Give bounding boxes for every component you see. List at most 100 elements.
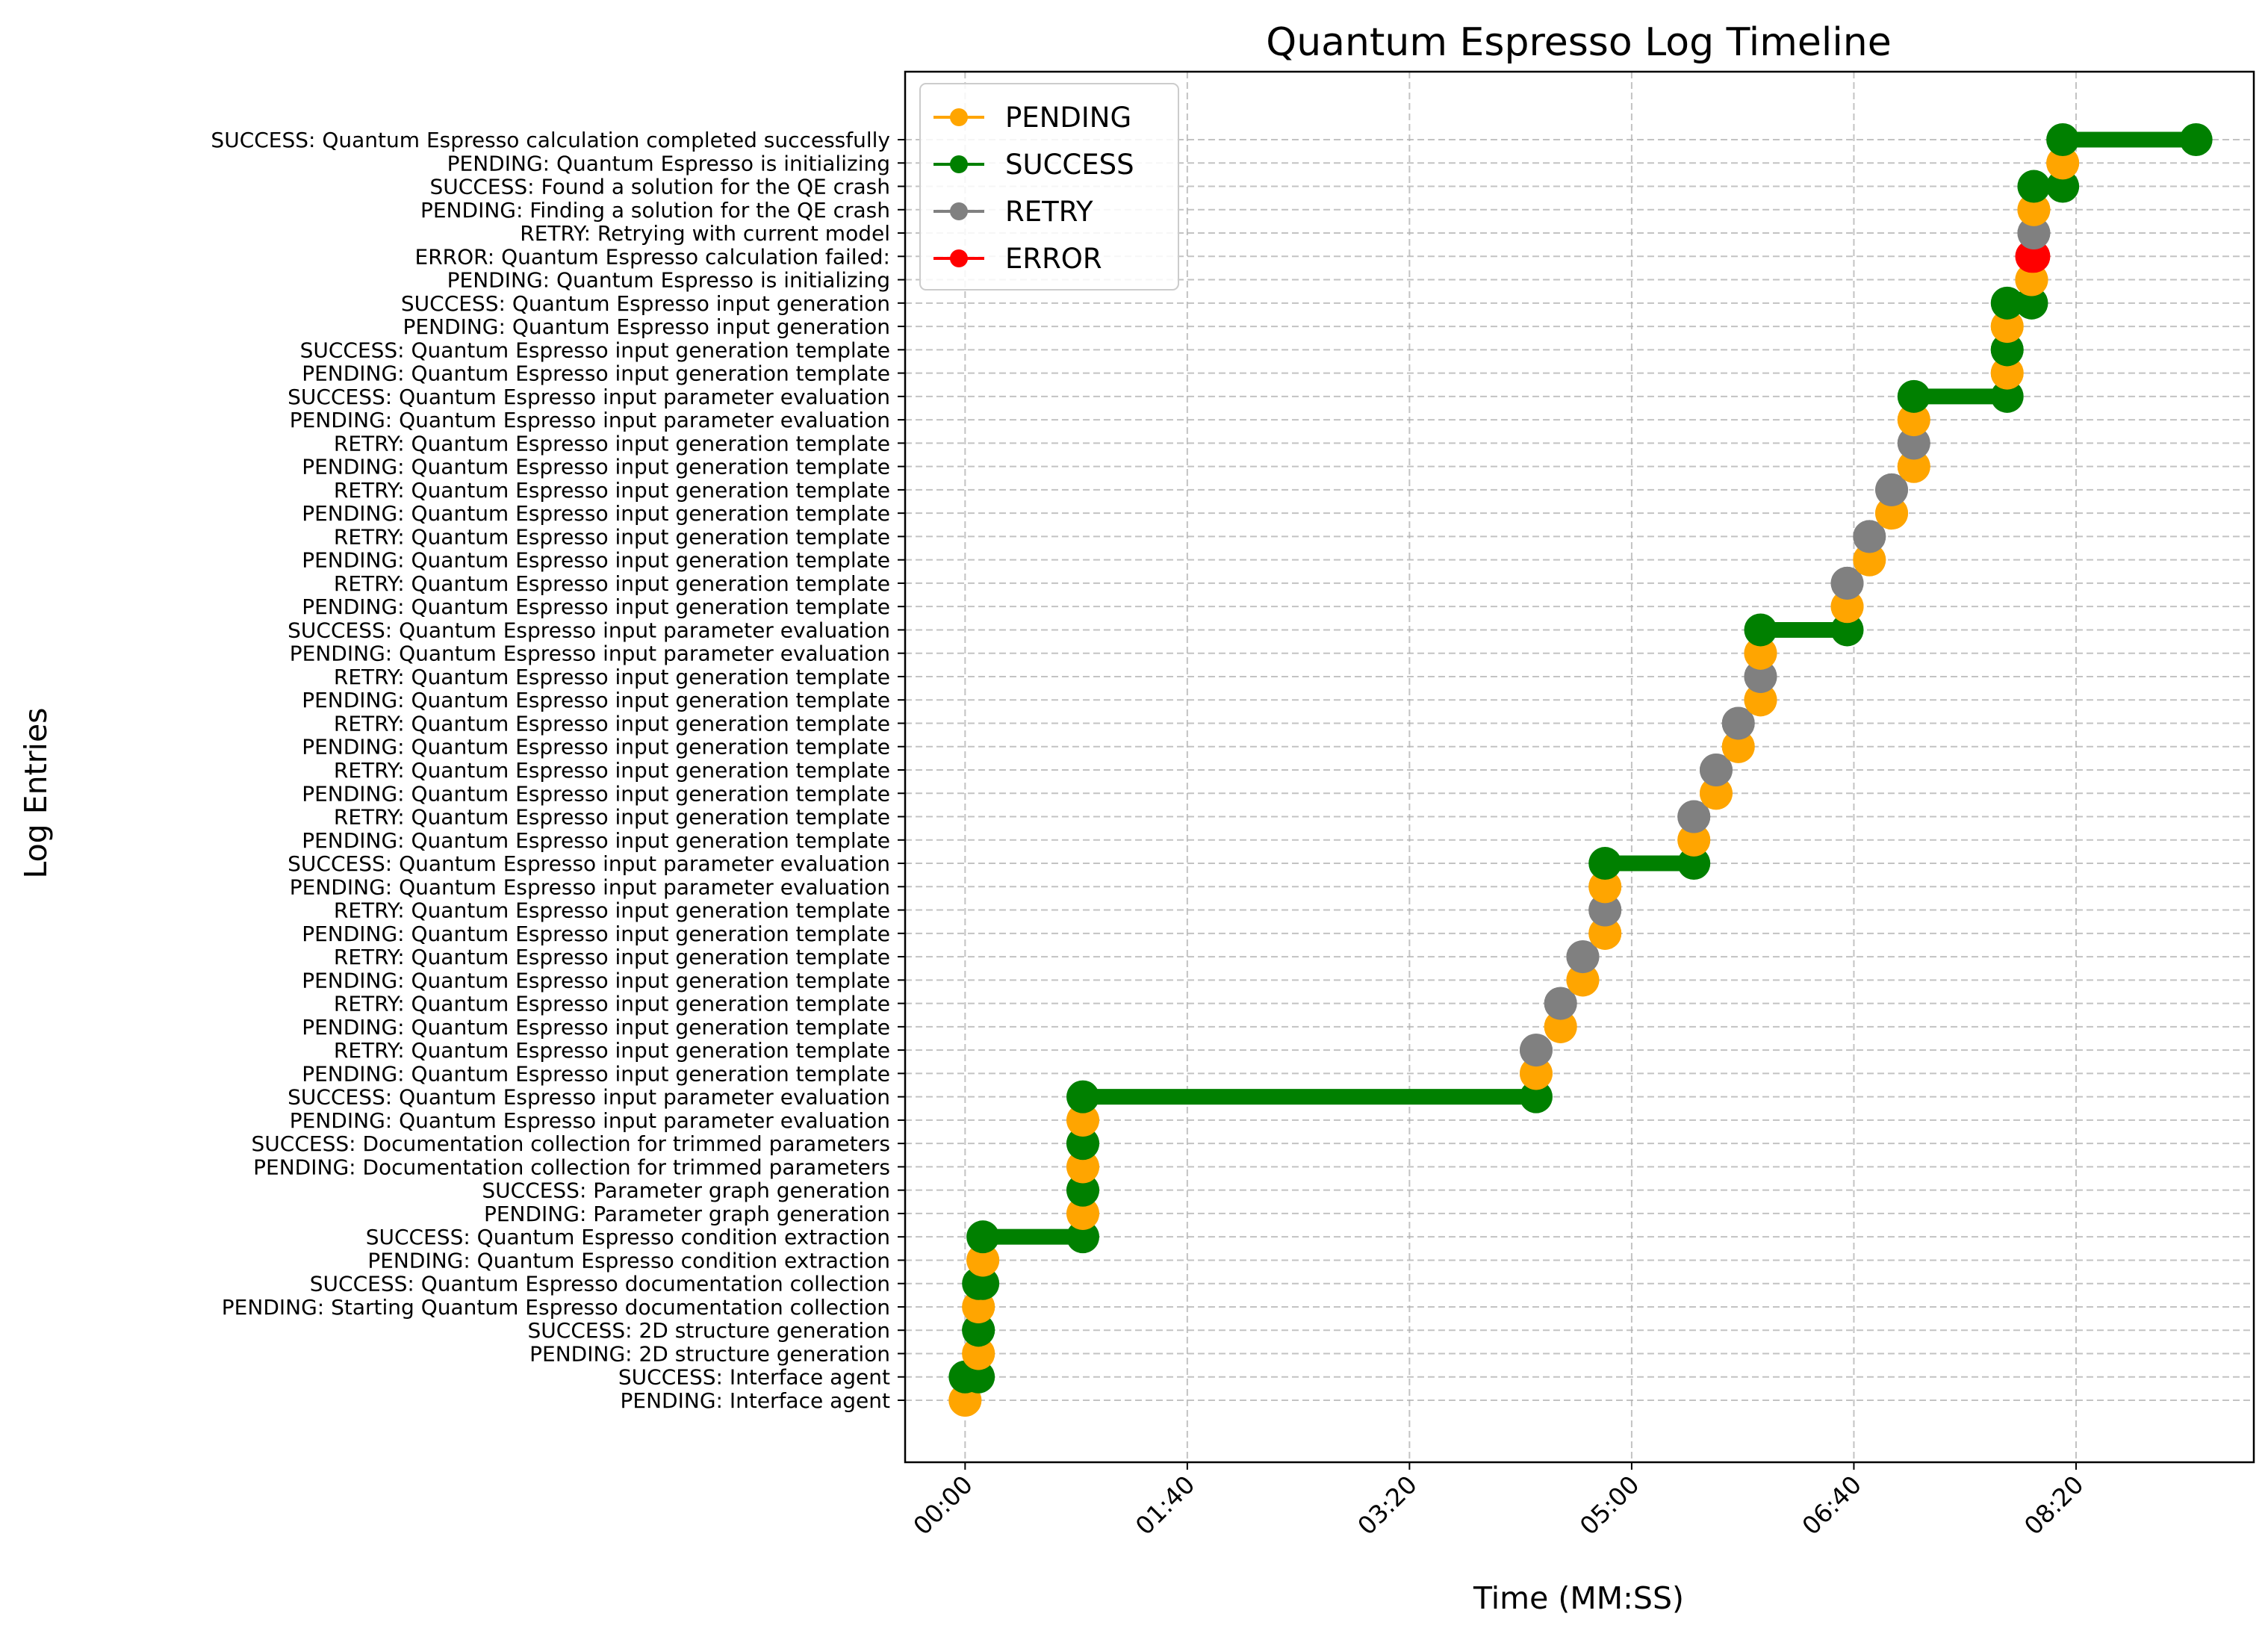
y-tick-label: PENDING: Starting Quantum Espresso docum… (222, 1295, 890, 1320)
entry-end-marker (1721, 706, 1755, 740)
entry-start-marker (966, 1220, 1000, 1254)
entry-start-marker (1990, 286, 2024, 320)
entry-end-marker (2046, 146, 2080, 180)
y-tick-label: RETRY: Retrying with current model (520, 221, 890, 246)
entry-end-marker (2046, 170, 2080, 203)
entry-end-marker (1853, 543, 1886, 577)
y-tick-label: SUCCESS: Quantum Espresso documentation … (310, 1272, 890, 1296)
entry-end-marker (1066, 1127, 1100, 1161)
x-axis-label: Time (MM:SS) (1473, 1580, 1684, 1616)
entry-end-marker (1588, 916, 1622, 950)
y-tick-label: SUCCESS: Quantum Espresso calculation co… (211, 128, 890, 152)
y-tick-label: RETRY: Quantum Espresso input generation… (334, 571, 890, 596)
y-tick-label: RETRY: Quantum Espresso input generation… (334, 992, 890, 1016)
y-tick-label: PENDING: Quantum Espresso input generati… (302, 688, 890, 712)
legend-label: RETRY (1005, 196, 1093, 228)
entry-end-marker (1699, 777, 1733, 810)
entry-end-marker (1897, 426, 1930, 460)
entry-end-marker (2179, 123, 2213, 156)
y-tick-label: SUCCESS: Parameter graph generation (482, 1178, 890, 1203)
y-tick-label: SUCCESS: Quantum Espresso input generati… (401, 291, 890, 316)
entry-end-marker (1677, 823, 1711, 857)
entry-start-marker (2017, 170, 2051, 203)
entry-end-marker (1566, 940, 1600, 974)
entry-end-marker (1830, 613, 1864, 647)
y-tick-label: PENDING: Interface agent (621, 1388, 890, 1413)
entry-end-marker (1588, 893, 1622, 927)
y-tick-label: SUCCESS: Quantum Espresso input paramete… (288, 385, 890, 409)
entry-end-marker (1990, 310, 2024, 344)
y-tick-label: SUCCESS: Quantum Espresso input generati… (300, 338, 890, 362)
legend-items: PENDING SUCCESS RETRY ERROR (933, 102, 1134, 275)
entry-end-marker (2015, 286, 2048, 320)
y-tick-label: PENDING: Quantum Espresso input generati… (302, 781, 890, 806)
entry-start-marker (1897, 379, 1930, 413)
entry-end-marker (966, 1267, 1000, 1300)
entry-end-marker (1875, 473, 1909, 506)
entry-end-marker (1066, 1173, 1100, 1207)
entry-start-marker (1744, 613, 1777, 647)
y-tick-label: PENDING: Quantum Espresso input generati… (302, 1015, 890, 1040)
y-tick-label: PENDING: Quantum Espresso input generati… (302, 1061, 890, 1086)
y-tick-label: RETRY: Quantum Espresso input generation… (334, 711, 890, 736)
y-tick-label: RETRY: Quantum Espresso input generation… (334, 524, 890, 549)
entry-end-marker (1677, 800, 1711, 833)
entry-end-marker (1897, 450, 1930, 483)
entry-end-marker (1677, 847, 1711, 880)
y-tick-label: ERROR: Quantum Espresso calculation fail… (415, 244, 891, 269)
y-tick-label: RETRY: Quantum Espresso input generation… (334, 945, 890, 969)
y-tick-label: PENDING: Quantum Espresso input generati… (302, 828, 890, 853)
plot-frame (904, 70, 2255, 1464)
marker-layer (948, 123, 2213, 1417)
entry-start-marker (1066, 1080, 1100, 1113)
y-tick-label: SUCCESS: Interface agent (618, 1365, 890, 1390)
entry-end-marker (1066, 1103, 1100, 1137)
y-tick-label: PENDING: Quantum Espresso input generati… (302, 361, 890, 386)
entry-end-marker (1066, 1220, 1100, 1254)
y-tick-label: PENDING: Quantum Espresso input generati… (302, 501, 890, 526)
y-tick-label: RETRY: Quantum Espresso input generation… (334, 805, 890, 830)
legend-label: PENDING (1005, 102, 1131, 134)
y-tick-label: PENDING: Quantum Espresso input generati… (302, 922, 890, 946)
entry-end-marker (1744, 683, 1777, 717)
y-tick-label: SUCCESS: Documentation collection for tr… (252, 1131, 890, 1156)
entry-end-marker (2017, 217, 2051, 250)
y-tick-label: PENDING: Quantum Espresso condition extr… (367, 1248, 890, 1273)
y-tick-label: SUCCESS: Quantum Espresso input paramete… (288, 851, 890, 876)
legend-marker (950, 108, 968, 126)
y-tick-label: RETRY: Quantum Espresso input generation… (334, 431, 890, 456)
y-tick-label: SUCCESS: Quantum Espresso input paramete… (288, 1085, 890, 1110)
entry-end-marker (962, 1314, 995, 1347)
entry-end-marker (1066, 1196, 1100, 1230)
y-tick-label: SUCCESS: Quantum Espresso input paramete… (288, 618, 890, 642)
entry-end-marker (1744, 659, 1777, 693)
y-tick-label: PENDING: Quantum Espresso input generati… (302, 735, 890, 760)
entry-end-marker (1853, 520, 1886, 553)
entry-end-marker (1744, 636, 1777, 670)
entry-end-marker (1066, 1150, 1100, 1184)
y-tick-label: PENDING: 2D structure generation (529, 1341, 890, 1366)
y-tick-label: SUCCESS: 2D structure generation (528, 1318, 890, 1343)
y-axis-label: Log Entries (18, 707, 54, 878)
y-tick-label: PENDING: Quantum Espresso input generati… (302, 594, 890, 619)
entry-start-marker (1588, 847, 1622, 880)
entry-start-marker (2046, 123, 2080, 156)
entry-end-marker (1990, 356, 2024, 390)
y-tick-label: PENDING: Quantum Espresso input paramete… (290, 408, 890, 432)
y-tick-label: PENDING: Finding a solution for the QE c… (420, 198, 890, 223)
entry-end-marker (966, 1243, 1000, 1277)
y-tick-label: SUCCESS: Found a solution for the QE cra… (430, 175, 890, 199)
legend-marker (950, 155, 968, 173)
entry-end-marker (962, 1360, 995, 1394)
entry-end-marker (1588, 870, 1622, 904)
y-tick-label: SUCCESS: Quantum Espresso condition extr… (366, 1225, 890, 1249)
y-tick-label: PENDING: Quantum Espresso input generati… (302, 455, 890, 479)
entry-end-marker (1990, 379, 2024, 413)
entry-end-marker (1544, 987, 1577, 1020)
legend-frame (919, 83, 1179, 291)
y-tick-label: RETRY: Quantum Espresso input generation… (334, 478, 890, 503)
entry-end-marker (1544, 1010, 1577, 1043)
legend-label: SUCCESS (1005, 149, 1134, 181)
